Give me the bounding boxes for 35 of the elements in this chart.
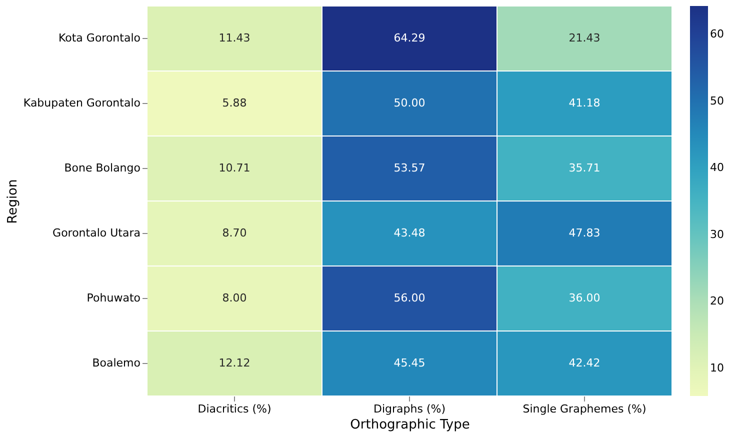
data-label: 8.70 [222,226,247,240]
data-label: 36.00 [568,292,600,304]
color-bar-label: 30 [710,228,724,241]
data-label: 41.18 [568,96,600,110]
color-bar-label: 40 [710,161,724,174]
y-axis-title: Region [5,179,20,224]
data-label: 10.71 [218,162,250,174]
data-label: 50.00 [394,96,426,110]
y-tick-label: Kabupaten Gorontalo [23,96,141,110]
data-label: 45.45 [394,356,426,370]
data-label: 35.71 [568,162,600,174]
data-label: 47.83 [568,226,600,240]
data-label: 5.88 [222,96,247,110]
data-label: 12.12 [218,356,250,370]
data-label: 21.43 [568,32,600,44]
x-tick-label: Digraphs (%) [374,402,446,416]
color-bar-label: 10 [710,361,724,374]
data-label: 42.42 [568,356,600,370]
data-label: 43.48 [394,226,426,240]
data-label: 64.29 [394,32,426,44]
data-label: 53.57 [394,162,426,174]
y-tick-label: Gorontalo Utara [52,226,140,240]
data-label: 56.00 [394,292,426,304]
x-axis-title: Orthographic Type [350,418,470,432]
y-tick-label: Boalemo [92,356,141,370]
color-bar-label: 60 [710,28,724,41]
y-tick-label: Pohuwato [86,292,141,304]
x-tick-label: Diacritics (%) [198,402,272,416]
data-label: 8.00 [222,292,247,304]
y-tick-label: Bone Bolango [64,162,141,174]
color-bar-label: 50 [710,94,724,108]
color-bar-label: 20 [710,294,724,308]
data-label: 11.43 [218,32,250,44]
x-tick-label: Single Graphemes (%) [522,402,646,416]
y-tick-label: Kota Gorontalo [58,32,141,44]
